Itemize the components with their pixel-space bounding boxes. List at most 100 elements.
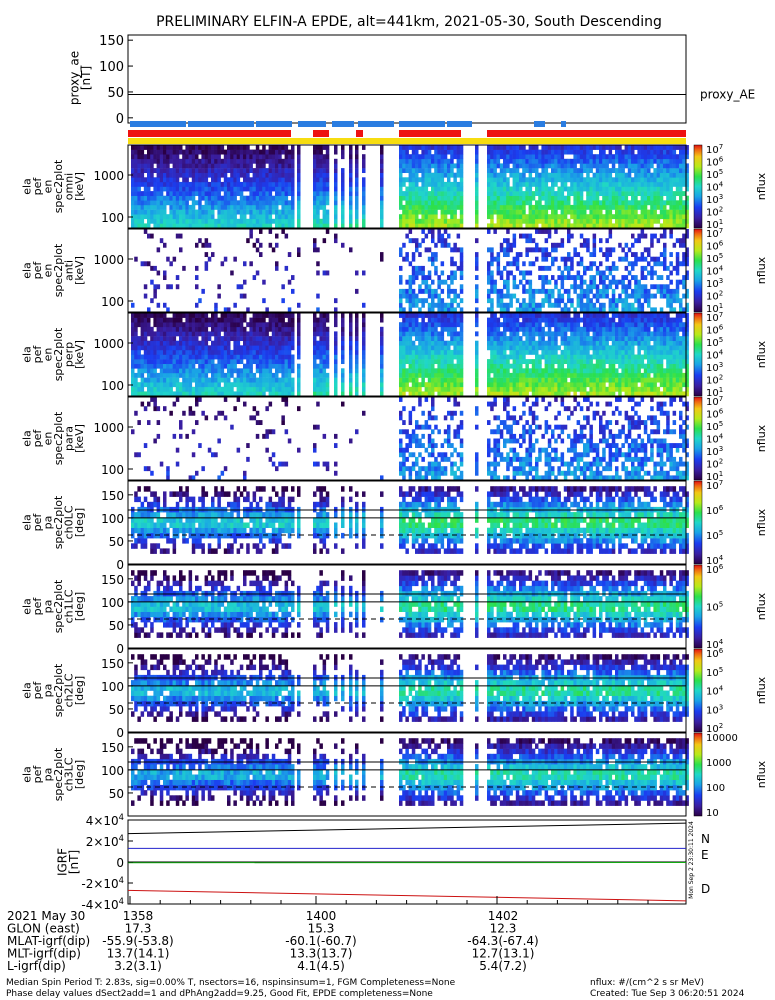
spec2-cell [217,382,221,388]
spec2-cell [182,386,186,392]
spec0-cell [421,191,425,197]
spec0-cell [355,163,359,169]
spec1-cell [506,293,510,299]
spec2-cell [493,391,497,397]
spec1-cell [650,265,654,271]
spec2-cell [456,331,461,337]
spec0-cell [147,218,151,224]
spec0-cell [179,149,183,155]
spec0-cell [551,204,555,210]
spec0-cell [618,195,622,201]
spec2-cell [313,326,317,332]
spec0-cell [440,154,445,160]
spec2-cell [236,391,241,397]
spec0-cell [408,186,413,192]
spec0-cell [227,209,231,215]
spec0-cell [528,149,533,155]
spec1-cell [355,288,359,294]
spec0-cell [450,149,454,155]
spec2-cell [334,386,338,392]
spec2-cell [503,382,507,388]
spec0-cell [434,204,438,210]
spec0-cell [134,145,138,150]
spec2-cell [214,363,218,369]
spec2-cell [275,340,279,346]
spec0-cell [535,181,539,187]
spec0-cell [399,204,403,210]
spec2-cell [175,359,180,365]
spec0-cell [490,172,494,178]
spec0-cell [275,145,279,150]
spec2-cell [434,336,438,342]
spec0-cell [291,158,295,164]
spec2-cell [487,345,491,351]
spec2-cell [207,322,212,328]
spec0-cell [411,149,416,155]
spec0-cell [456,181,461,187]
spec2-cell [490,354,494,360]
spec0-cell [576,177,581,183]
spec0-cell [418,195,422,201]
spec0-cell [259,204,263,210]
spec2-cell [431,349,435,355]
spec0-cell [663,177,667,183]
spec0-cell [230,149,234,155]
spec2-cell [408,349,413,355]
spec2-cell [201,345,205,351]
spec2-cell [259,391,263,397]
spec0-cell [515,177,520,183]
spec0-cell [246,181,250,187]
spec2-cell [341,391,345,397]
spec0-cell [595,214,600,220]
spec0-cell [605,158,609,164]
spec2-cell [204,322,209,328]
spec2-cell [255,391,260,397]
spec0-cell [159,209,164,215]
spec2-cell [147,354,151,360]
spec2-cell [437,345,441,351]
spec2-cell [496,386,501,392]
spec0-ylabel-line: [keV] [73,172,86,201]
spec0-cell [618,177,622,183]
spec0-cell [669,163,673,169]
spec0-cell [179,145,183,150]
spec0-cell [547,223,552,229]
spec0-cell [573,214,577,220]
spec1-cell [640,307,645,313]
spec0-cell [150,172,154,178]
spec1-cell [408,261,413,267]
spec0-cell [278,223,282,229]
spec0-cell [647,149,651,155]
spec0-cell [150,158,154,164]
spec2-cell [475,331,479,337]
spec0-cell [640,223,645,229]
spec2-cell [418,313,422,318]
spec0-cell [172,204,177,210]
spec2-cell [166,349,170,355]
spec0-cell [512,145,517,150]
spec0-cell [456,163,461,169]
spec0-cell [490,181,494,187]
spec1-cell [608,229,613,234]
spec2-cell [399,359,403,365]
spec0-cell [515,214,520,220]
spec2-cell [475,368,479,374]
spec0-cell [528,168,533,174]
spec0-cell [188,223,193,229]
spec1-cell [259,229,263,234]
spec0-cell [618,158,622,164]
spec1-cell [640,256,645,262]
spec2-cell [131,313,135,318]
spec1-cell [544,293,549,299]
spec2-cell [214,326,218,332]
spec2-cell [349,326,353,332]
spec0-cell [131,163,135,169]
spec0-cell [182,204,186,210]
spec2-cell [421,354,425,360]
spec2-cell [313,363,317,369]
spec1-cell [349,247,353,253]
spec1-cell [663,284,667,290]
spec0-cell [512,204,517,210]
spec1-cell [408,279,413,285]
